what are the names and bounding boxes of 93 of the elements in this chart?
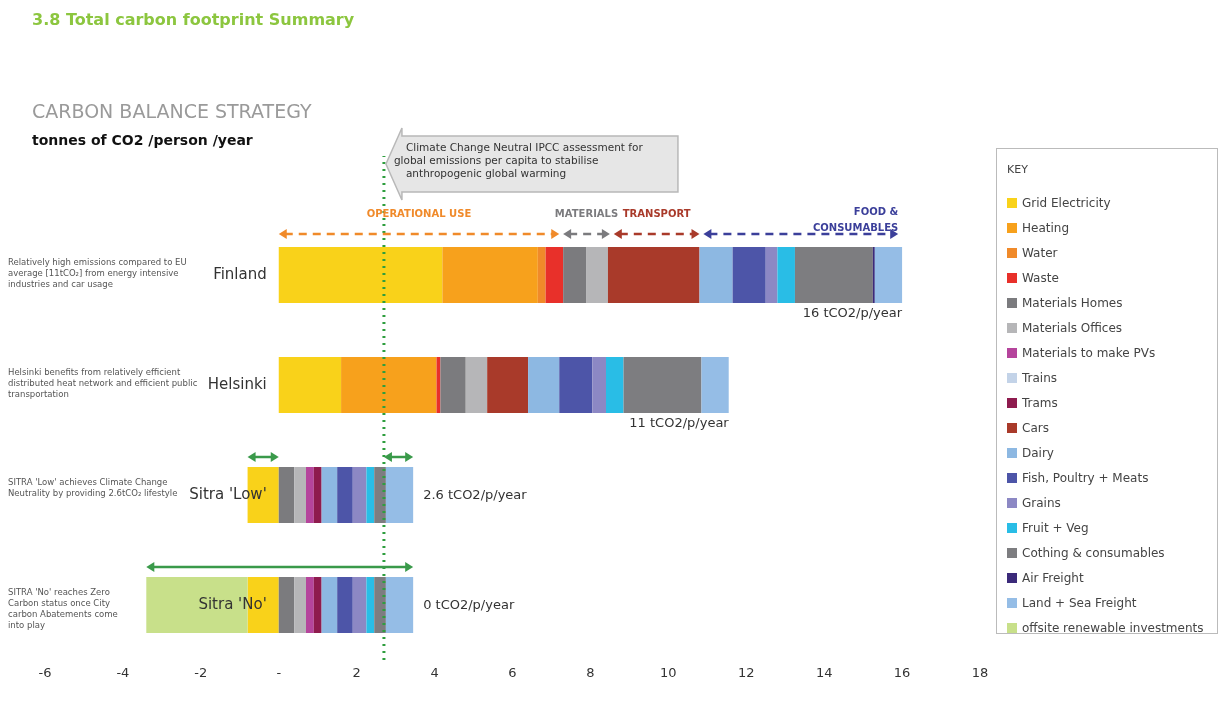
bar bbox=[385, 577, 414, 633]
annotation: Helsinki benefits from relatively efficient distributed heat network and efficient public transportation bbox=[8, 367, 199, 400]
y-tick-label: Finland bbox=[213, 265, 267, 283]
annotation: SITRA 'No' reaches Zero Carbon status once City carbon Abatements come into play bbox=[8, 587, 119, 631]
bar bbox=[278, 577, 295, 633]
bar bbox=[306, 577, 314, 633]
bar bbox=[352, 467, 367, 523]
legend-label: Fish, Poultry + Meats bbox=[1022, 470, 1149, 485]
legend-label: Waste bbox=[1022, 270, 1059, 285]
bar bbox=[374, 577, 386, 633]
text: MATERIALS bbox=[554, 208, 619, 219]
bar bbox=[528, 357, 560, 413]
bar bbox=[701, 357, 729, 413]
bar bbox=[607, 247, 700, 303]
text: TRANSPORT bbox=[622, 208, 691, 219]
total-label: 16 tCO2/p/year bbox=[801, 305, 903, 320]
bar bbox=[306, 467, 314, 523]
bar bbox=[465, 357, 488, 413]
legend-label: Grains bbox=[1022, 495, 1061, 510]
bar bbox=[606, 357, 624, 413]
total-label: 11 tCO2/p/year bbox=[628, 415, 729, 430]
ref-line-label: Climate Change Neutral IPCC assessment for global emissions per capita to stabilise anthropogenic global warming bbox=[393, 141, 644, 179]
legend-label: Materials to make PVs bbox=[1022, 345, 1156, 360]
bar bbox=[537, 247, 546, 303]
legend-label: Trains bbox=[1022, 370, 1058, 385]
total-label: 2.6 tCO2/p/year bbox=[423, 487, 527, 502]
text: tonnes of CO2 /person /year bbox=[32, 132, 253, 148]
annotation: FOOD & CONSUMABLES bbox=[811, 205, 899, 235]
chart-subtitle: CARBON BALANCE STRATEGY bbox=[32, 100, 312, 122]
legend-title: KEY bbox=[1007, 163, 1029, 176]
bar bbox=[321, 467, 338, 523]
legend-label: Water bbox=[1022, 245, 1058, 260]
bar bbox=[278, 357, 342, 413]
bar bbox=[352, 577, 367, 633]
bar bbox=[278, 247, 443, 303]
bar bbox=[385, 467, 414, 523]
x-tick-label: - bbox=[276, 665, 282, 681]
legend-label: Cothing & consumables bbox=[1022, 545, 1165, 560]
text: OPERATIONAL USE bbox=[365, 207, 473, 221]
bar bbox=[337, 577, 353, 633]
x-tick-label: 10 bbox=[660, 665, 677, 681]
legend-label: Dairy bbox=[1022, 445, 1054, 460]
bar bbox=[366, 577, 375, 633]
bar bbox=[732, 247, 766, 303]
bar bbox=[623, 357, 702, 413]
bar bbox=[440, 357, 466, 413]
annotation: SITRA 'Low' achieves Climate Change Neutrality by providing 2.6tCO₂ lifestyle bbox=[8, 477, 178, 498]
legend-label: Trams bbox=[1022, 395, 1058, 410]
x-tick-label: -6 bbox=[38, 665, 52, 681]
bar bbox=[874, 247, 903, 303]
bar bbox=[559, 357, 593, 413]
x-tick-label: 16 bbox=[893, 665, 911, 681]
bar bbox=[321, 577, 338, 633]
legend-label: Air Freight bbox=[1022, 570, 1084, 585]
bar bbox=[442, 247, 538, 303]
bar bbox=[366, 467, 375, 523]
bar bbox=[794, 247, 873, 303]
bar bbox=[765, 247, 778, 303]
legend-label: Materials Homes bbox=[1022, 295, 1123, 310]
bar bbox=[294, 467, 307, 523]
legend-label: Grid Electricity bbox=[1022, 195, 1111, 210]
x-tick-label: 14 bbox=[815, 665, 833, 681]
x-tick-label: -2 bbox=[194, 665, 208, 681]
bar bbox=[294, 577, 307, 633]
bar bbox=[341, 357, 437, 413]
bar bbox=[337, 467, 353, 523]
legend-label: Land + Sea Freight bbox=[1022, 595, 1137, 610]
bar bbox=[278, 467, 295, 523]
total-label: 0 tCO2/p/year bbox=[423, 597, 515, 612]
legend-label: offsite renewable investments bbox=[1022, 620, 1204, 635]
legend-label: Cars bbox=[1022, 420, 1049, 435]
bar bbox=[545, 247, 564, 303]
bar bbox=[777, 247, 795, 303]
x-tick-label: 6 bbox=[508, 665, 517, 681]
legend-label: Materials Offices bbox=[1022, 320, 1123, 335]
bar bbox=[563, 247, 587, 303]
legend-label: Fruit + Veg bbox=[1022, 520, 1089, 535]
x-tick-label: -4 bbox=[116, 665, 130, 681]
x-tick-label: 8 bbox=[586, 665, 595, 681]
bar bbox=[586, 247, 608, 303]
bar bbox=[592, 357, 606, 413]
x-tick-label: 4 bbox=[430, 665, 439, 681]
bar bbox=[699, 247, 733, 303]
bar bbox=[313, 467, 322, 523]
chart-title: 3.8 Total carbon footprint Summary bbox=[32, 10, 355, 29]
x-tick-label: 12 bbox=[737, 665, 755, 681]
bar bbox=[313, 577, 322, 633]
annotation: Relatively high emissions compared to EU average [11tCO₂] from energy intensive industries and car usage bbox=[8, 257, 188, 290]
x-tick-label: 18 bbox=[971, 665, 989, 681]
y-tick-label: Helsinki bbox=[207, 375, 267, 393]
legend-label: Heating bbox=[1022, 220, 1070, 235]
bar bbox=[487, 357, 529, 413]
x-tick-label: 2 bbox=[352, 665, 361, 681]
